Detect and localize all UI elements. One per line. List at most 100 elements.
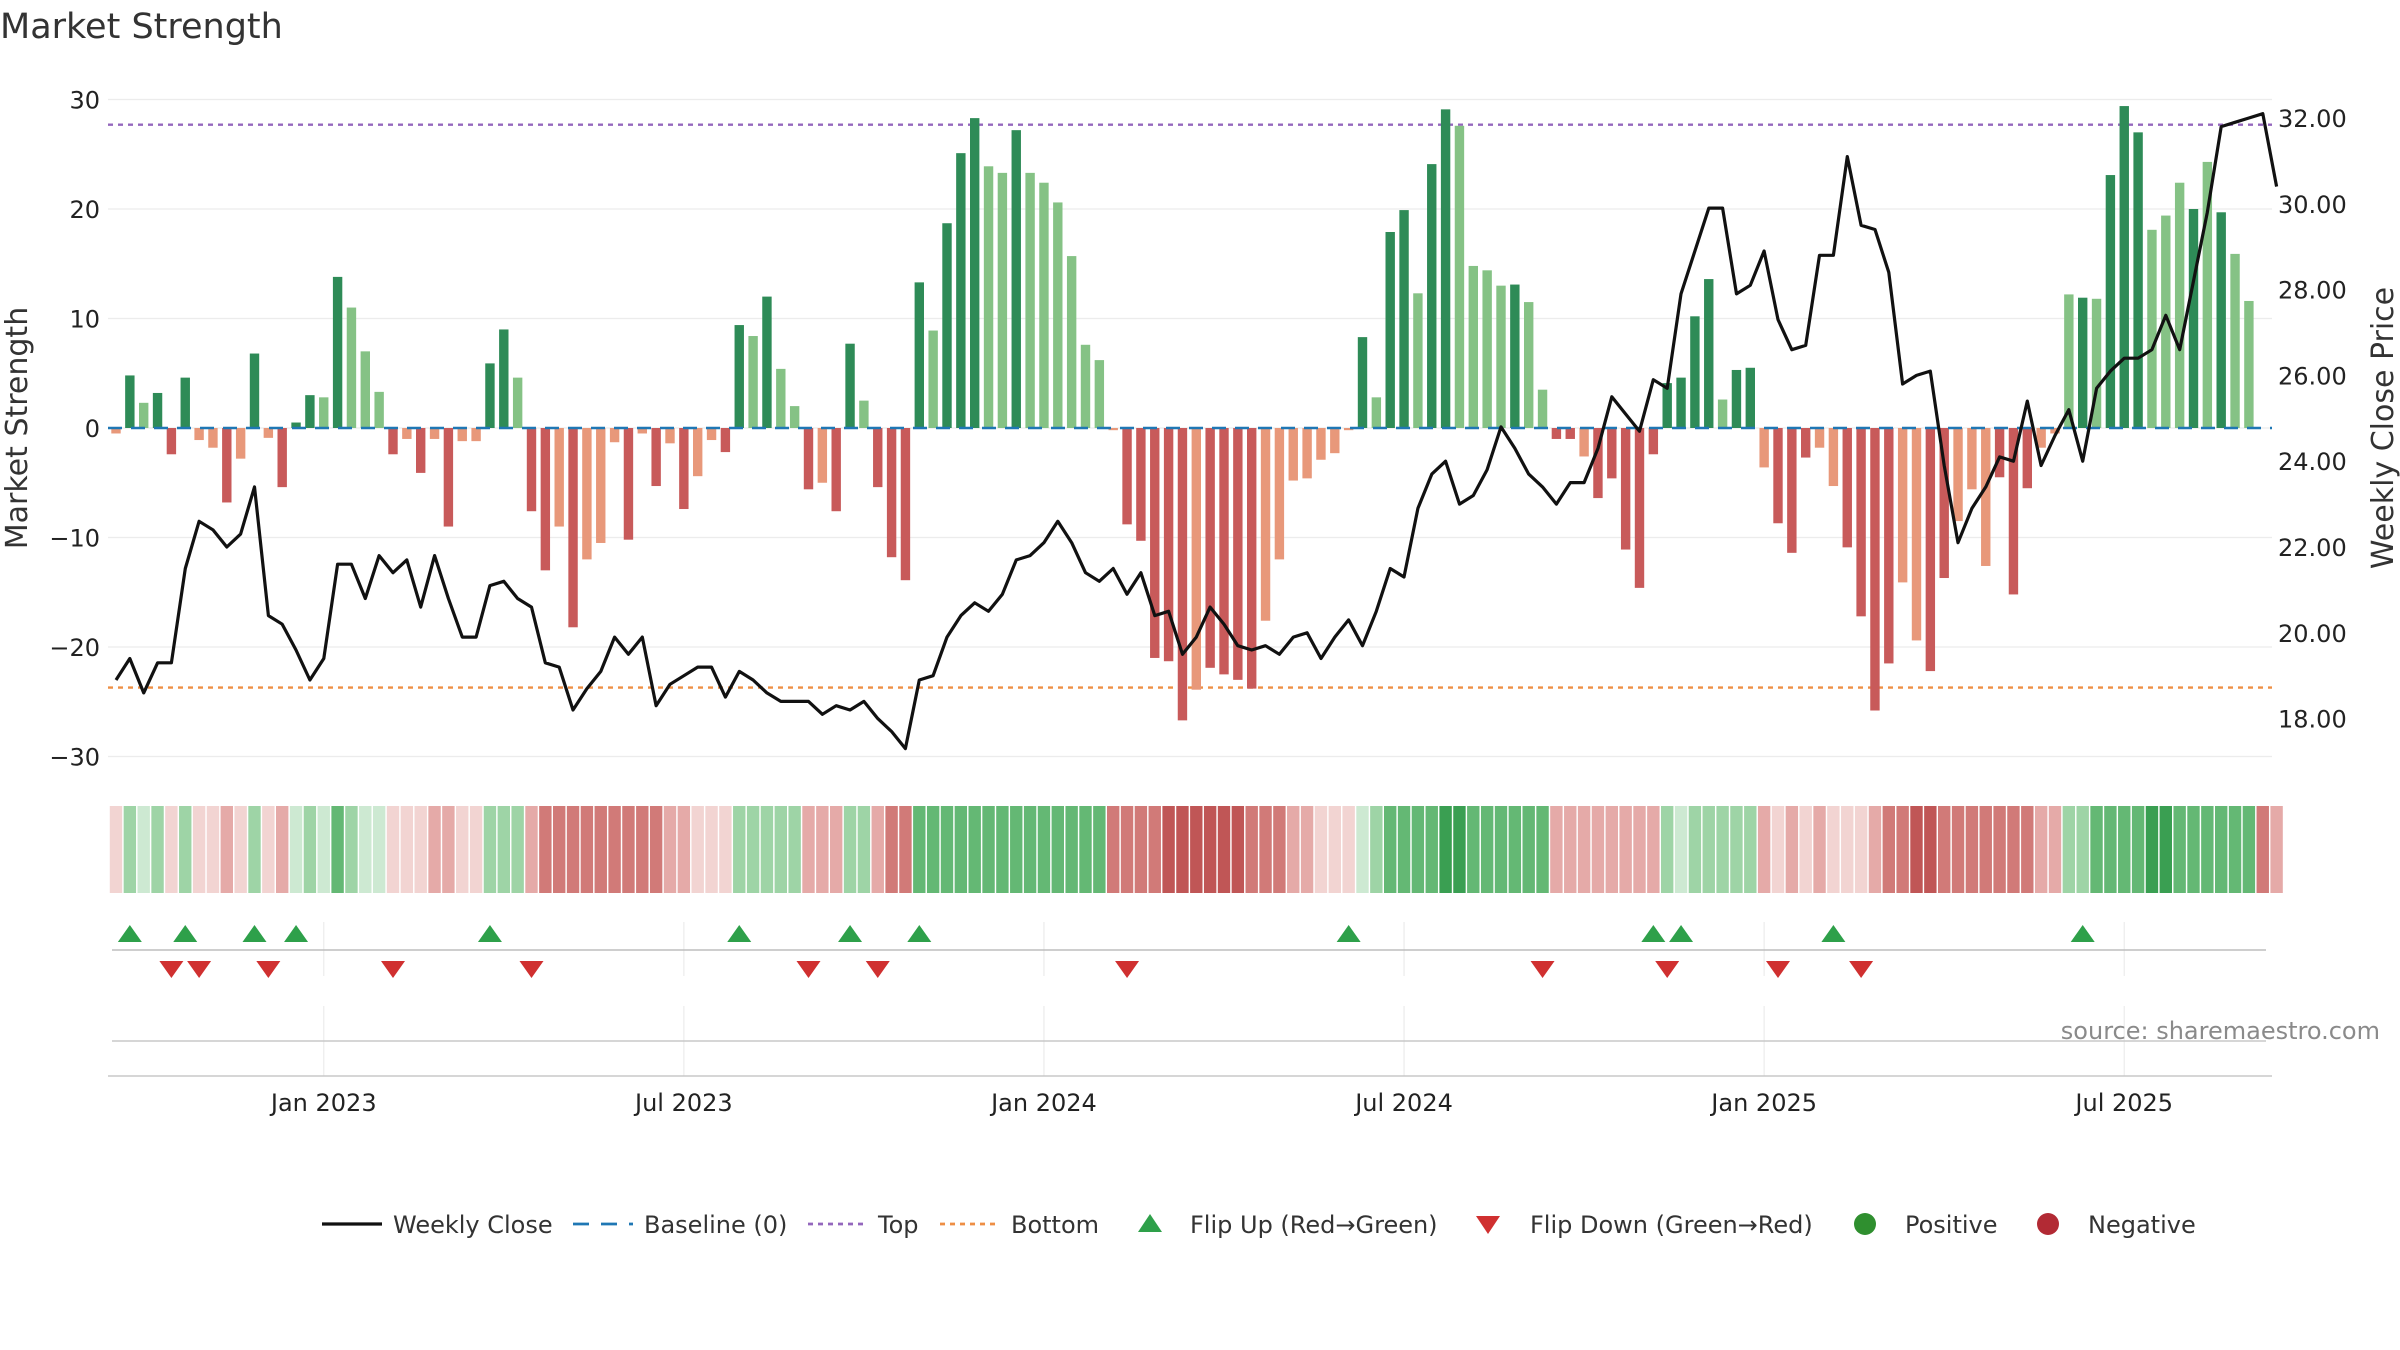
strength-bar xyxy=(1911,428,1922,641)
regime-cell xyxy=(1120,806,1134,893)
regime-cell xyxy=(2076,806,2089,893)
regime-cell xyxy=(1619,806,1632,893)
strength-bar xyxy=(637,428,647,434)
strength-bar xyxy=(2119,106,2129,428)
regime-cell xyxy=(1882,806,1895,893)
legend-item: Negative xyxy=(2037,1211,2196,1239)
strength-bar xyxy=(1856,428,1866,617)
strength-bar xyxy=(1814,428,1825,448)
regime-cell xyxy=(1591,806,1605,893)
regime-cell xyxy=(1674,806,1688,893)
legend-item: Positive xyxy=(1854,1211,1998,1239)
flip-up-marker xyxy=(242,925,267,942)
regime-cell xyxy=(179,806,192,893)
strength-bar xyxy=(1884,428,1894,664)
legend-item: Flip Up (Red→Green) xyxy=(1138,1211,1438,1239)
regime-cell xyxy=(1799,806,1812,893)
strength-bar xyxy=(803,428,814,490)
strength-bar xyxy=(222,428,232,503)
regime-cell xyxy=(483,806,497,893)
flip-down-marker xyxy=(1849,961,1874,978)
strength-bar xyxy=(429,428,440,439)
strength-bar xyxy=(2036,428,2046,448)
strength-bar xyxy=(1385,231,1395,428)
strength-bar xyxy=(1440,109,1451,428)
regime-cell xyxy=(1093,806,1106,893)
regime-cell xyxy=(663,806,677,893)
regime-cell xyxy=(289,806,303,893)
regime-cell xyxy=(1425,806,1438,893)
legend-label: Positive xyxy=(1905,1211,1998,1239)
strength-bar xyxy=(2022,428,2032,489)
chart-title: Market Strength xyxy=(0,7,283,47)
regime-cell xyxy=(1868,806,1882,893)
strength-bar xyxy=(1011,130,1021,428)
regime-cell xyxy=(400,806,414,893)
strength-bar xyxy=(1828,428,1839,487)
regime-cell xyxy=(2118,806,2131,893)
regime-cell xyxy=(192,806,206,893)
regime-cell xyxy=(1896,806,1909,893)
regime-cell xyxy=(677,806,691,893)
regime-cell xyxy=(553,806,566,893)
strength-bar xyxy=(319,397,329,428)
right-tick-label: 32.00 xyxy=(2278,105,2347,133)
regime-cell xyxy=(649,806,663,893)
regime-cell xyxy=(1023,806,1037,893)
regime-cell xyxy=(2048,806,2062,893)
regime-cell xyxy=(622,806,635,893)
regime-cell xyxy=(2104,806,2117,893)
legend-flip-up-icon xyxy=(1138,1214,1162,1232)
flip-up-marker xyxy=(1821,925,1846,942)
regime-cell xyxy=(2007,806,2020,893)
strength-bar xyxy=(526,428,537,512)
strength-bar xyxy=(443,428,454,527)
legend-negative-icon xyxy=(2037,1213,2059,1235)
regime-cell xyxy=(2034,806,2048,893)
strength-bar xyxy=(1053,202,1063,428)
strength-bar xyxy=(1205,428,1215,668)
reference-lines xyxy=(108,123,2272,689)
strength-bar xyxy=(748,336,758,428)
strength-bar xyxy=(1634,428,1645,588)
regime-cell xyxy=(109,806,123,893)
regime-cell xyxy=(1439,806,1452,893)
regime-cell xyxy=(1037,806,1051,893)
regime-cell xyxy=(1508,806,1522,893)
strength-bar xyxy=(2105,175,2116,428)
regime-cell xyxy=(566,806,580,893)
left-tick-label: 20 xyxy=(69,196,100,224)
regime-cell xyxy=(1411,806,1425,893)
regime-cell xyxy=(816,806,829,893)
strength-bar xyxy=(1579,428,1589,457)
left-tick-label: −30 xyxy=(49,744,100,772)
strength-bar xyxy=(1801,428,1811,458)
regime-cell xyxy=(774,806,787,893)
regime-cell xyxy=(899,806,912,893)
flip-down-marker xyxy=(865,961,890,978)
strength-bar xyxy=(1773,428,1783,524)
strength-bar xyxy=(1330,428,1340,454)
regime-cell xyxy=(1065,806,1078,893)
strength-bar xyxy=(789,406,800,428)
strength-bar xyxy=(1316,428,1326,460)
regime-cell xyxy=(303,806,317,893)
regime-cell xyxy=(594,806,607,893)
strength-bar xyxy=(485,363,495,428)
strength-bar xyxy=(1247,428,1257,689)
strength-bar xyxy=(1191,428,1201,690)
regime-cell xyxy=(469,806,483,893)
strength-bar xyxy=(1717,399,1728,428)
regime-cell xyxy=(1938,806,1951,893)
strength-bar xyxy=(374,391,384,428)
regime-cell xyxy=(705,806,718,893)
regime-cell xyxy=(1453,806,1466,893)
regime-cell xyxy=(954,806,968,893)
strength-bar xyxy=(2050,428,2060,434)
legend: Weekly Close Baseline (0) Top Bottom Flip Up… xyxy=(322,1211,2196,1239)
strength-bar xyxy=(1427,164,1437,429)
regime-cell xyxy=(248,806,261,893)
regime-cell xyxy=(1841,806,1854,893)
right-axis-ticks: 32.00 30.00 28.00 26.00 24.00 22.00 20.00 18.00 xyxy=(2278,105,2347,734)
strength-bar xyxy=(263,428,274,438)
